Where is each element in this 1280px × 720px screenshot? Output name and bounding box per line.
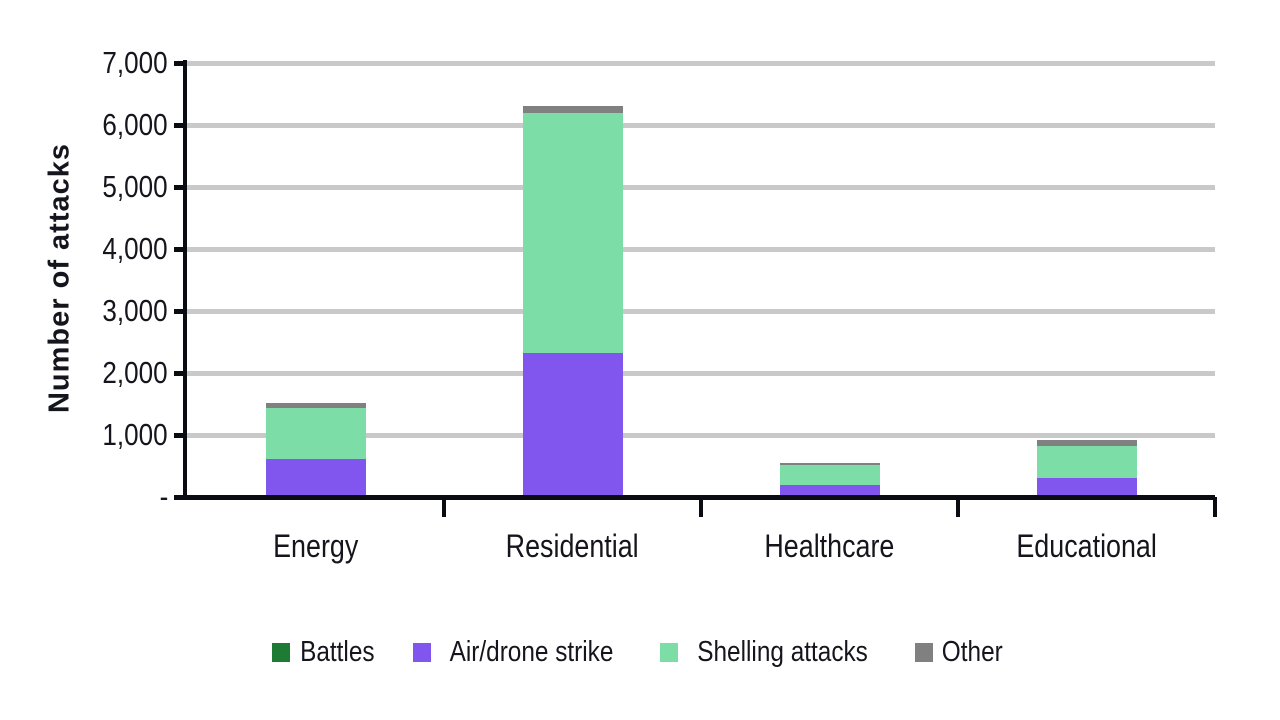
category-tick bbox=[956, 497, 960, 517]
y-axis-tick bbox=[174, 60, 184, 66]
segment-air-drone-strike bbox=[779, 484, 880, 497]
gridline bbox=[187, 60, 1215, 66]
legend-label: Other bbox=[936, 636, 1009, 669]
legend-label: Shelling attacks bbox=[681, 636, 884, 669]
y-axis-tick-label-text: 5,000 bbox=[102, 169, 168, 204]
legend-swatch-icon bbox=[412, 643, 431, 662]
y-axis-tick bbox=[174, 184, 184, 190]
category-label-text: Educational bbox=[1016, 528, 1157, 564]
y-axis-tick-label-text: - bbox=[159, 479, 168, 514]
category-label-educational: Educational bbox=[958, 528, 1215, 568]
y-axis-tick-label-text: 3,000 bbox=[102, 293, 168, 328]
x-axis-line bbox=[175, 495, 1215, 500]
category-label-healthcare: Healthcare bbox=[701, 528, 958, 568]
legend-swatch-icon bbox=[914, 643, 933, 662]
segment-other bbox=[265, 403, 366, 409]
legend-label-text: Air/drone strike bbox=[449, 636, 613, 668]
y-axis-tick-label-text: 4,000 bbox=[102, 231, 168, 266]
gridline bbox=[187, 246, 1215, 252]
category-label-residential: Residential bbox=[444, 528, 701, 568]
bar-energy bbox=[265, 403, 366, 497]
category-tick bbox=[442, 497, 446, 517]
legend-label-text: Other bbox=[941, 636, 1003, 668]
y-axis-tick-label: 3,000 bbox=[0, 294, 168, 328]
y-axis-tick bbox=[174, 122, 184, 128]
legend-label-text: Shelling attacks bbox=[696, 636, 868, 668]
legend-item-battles: Battles bbox=[271, 636, 382, 669]
y-axis-tick-label: - bbox=[0, 480, 168, 514]
segment-air-drone-strike bbox=[265, 458, 366, 497]
y-axis-tick-label-text: 2,000 bbox=[102, 355, 168, 390]
y-axis-tick-label: 6,000 bbox=[0, 108, 168, 142]
y-axis-tick-label-text: 6,000 bbox=[102, 107, 168, 142]
legend-label-text: Battles bbox=[299, 636, 375, 668]
gridline bbox=[187, 370, 1215, 376]
legend-swatch-icon bbox=[271, 643, 290, 662]
y-axis-tick bbox=[174, 246, 184, 252]
category-label-energy: Energy bbox=[187, 528, 444, 568]
y-axis-tick-label-text: 7,000 bbox=[102, 45, 168, 80]
segment-other bbox=[779, 462, 880, 466]
y-axis-tick bbox=[174, 432, 184, 438]
legend-item-other: Other bbox=[914, 636, 1009, 669]
y-axis-tick-label: 4,000 bbox=[0, 232, 168, 266]
category-tick bbox=[699, 497, 703, 517]
category-tick bbox=[1213, 497, 1217, 517]
legend-label: Battles bbox=[293, 636, 382, 669]
segment-shelling-attacks bbox=[779, 465, 880, 485]
y-axis-line bbox=[183, 60, 187, 500]
category-label-text: Residential bbox=[506, 528, 639, 564]
segment-air-drone-strike bbox=[522, 353, 623, 497]
bar-residential bbox=[522, 106, 623, 497]
legend-item-shelling-attacks: Shelling attacks bbox=[659, 636, 884, 669]
y-axis-tick-label: 1,000 bbox=[0, 418, 168, 452]
y-axis-tick-label: 5,000 bbox=[0, 170, 168, 204]
segment-shelling-attacks bbox=[265, 408, 366, 459]
segment-other bbox=[1036, 440, 1137, 446]
segment-other bbox=[522, 106, 623, 113]
legend-item-air-drone-strike: Air/drone strike bbox=[412, 636, 629, 669]
y-axis-tick-label: 2,000 bbox=[0, 356, 168, 390]
gridline bbox=[187, 308, 1215, 314]
legend-label: Air/drone strike bbox=[434, 636, 629, 669]
gridline bbox=[187, 122, 1215, 128]
segment-shelling-attacks bbox=[1036, 445, 1137, 479]
category-label-text: Energy bbox=[272, 528, 359, 564]
bar-healthcare bbox=[779, 462, 880, 497]
gridline bbox=[187, 432, 1215, 438]
y-axis-tick-label-text: 1,000 bbox=[102, 417, 168, 452]
y-axis-tick bbox=[174, 370, 184, 376]
segment-air-drone-strike bbox=[1036, 478, 1137, 497]
segment-shelling-attacks bbox=[522, 112, 623, 354]
legend: Battles Air/drone strike Shelling attacks O… bbox=[0, 636, 1280, 669]
gridline bbox=[187, 184, 1215, 190]
y-axis-tick-label: 7,000 bbox=[0, 46, 168, 80]
category-label-text: Healthcare bbox=[764, 528, 895, 564]
bar-educational bbox=[1036, 440, 1137, 497]
y-axis-tick bbox=[174, 308, 184, 314]
legend-swatch-icon bbox=[659, 643, 678, 662]
